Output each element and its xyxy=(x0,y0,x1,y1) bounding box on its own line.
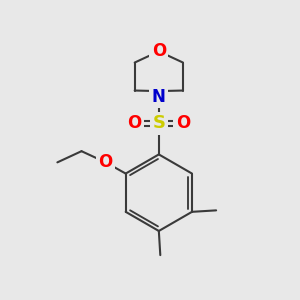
Text: N: N xyxy=(152,88,166,106)
Text: O: O xyxy=(98,153,113,171)
Text: O: O xyxy=(128,115,142,133)
Text: O: O xyxy=(152,42,166,60)
Text: S: S xyxy=(152,115,165,133)
Text: O: O xyxy=(176,115,190,133)
